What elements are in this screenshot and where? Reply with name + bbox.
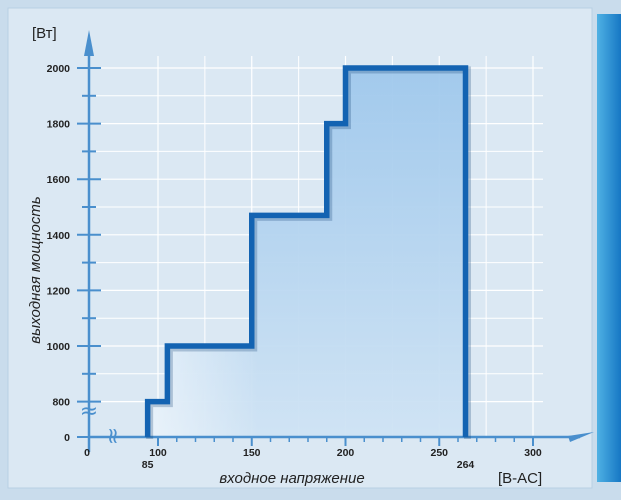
step-area [147,68,466,437]
y-tick-label: 1400 [47,230,71,242]
y-tick-label: 800 [52,397,70,409]
y-tick-label: 2000 [47,63,71,75]
x-axis-label: входное напряжение [219,470,364,487]
x-axis-arrow [568,432,594,442]
x-tick-label: 100 [149,447,167,459]
series-line [144,65,469,437]
y-tick-label: 0 [64,432,70,444]
x-tick-label: 250 [430,447,448,459]
y-tick-label: 1600 [47,174,71,186]
axis-breaks: ≈≈ [80,399,125,445]
step-area-highlight [147,68,466,437]
y-axis-break-icon: ≈ [80,399,98,424]
y-unit-label: [Вт] [32,25,57,42]
y-tick-label: 1200 [47,285,71,297]
axes [77,30,594,452]
y-tick-label: 1000 [47,341,71,353]
y-axis-label: выходная мощность [27,196,44,344]
x-unit-label: [В-AC] [498,470,542,487]
series-group [144,65,471,439]
y-axis-arrow [84,30,94,56]
x-tick-label: 200 [337,447,355,459]
x-axis-break-icon: ≈ [100,427,125,445]
x-tick-label: 85 [142,459,154,471]
x-tick-label: 264 [457,459,475,471]
x-tick-label: 0 [84,447,90,459]
x-tick-label: 300 [524,447,542,459]
x-tick-label: 150 [243,447,261,459]
side-bar [597,14,621,482]
tick-labels: 0 100 150 200 250 300 85 264 0 800 1000 1200 1400 160… [47,63,542,471]
y-tick-label: 1800 [47,119,71,131]
